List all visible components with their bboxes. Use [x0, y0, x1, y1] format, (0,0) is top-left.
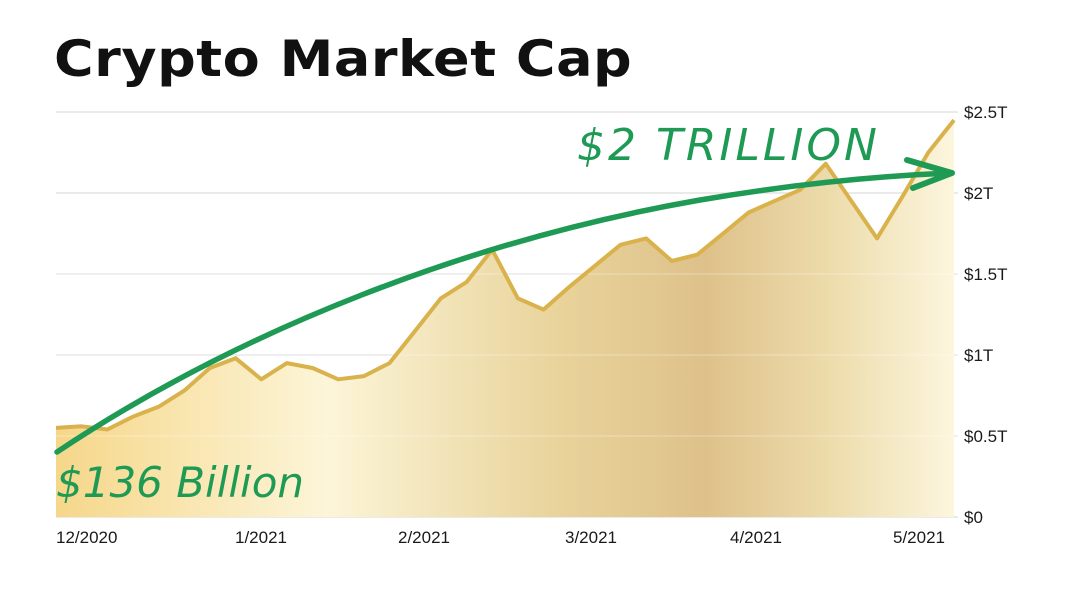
x-tick-label: 5/2021: [893, 528, 945, 547]
end-annotation: $2 TRILLION: [577, 120, 880, 171]
x-tick-label: 2/2021: [398, 528, 450, 547]
chart-title: Crypto Market Cap: [54, 30, 633, 88]
x-tick-label: 12/2020: [56, 528, 117, 547]
trend-arrow-icon: [54, 157, 955, 455]
x-tick-label: 1/2021: [235, 528, 287, 547]
start-annotation: $136 Billion: [56, 458, 304, 507]
y-tick-label: $0: [964, 508, 983, 527]
y-axis: $2.5T $2T $1.5T $1T $0.5T $0: [964, 103, 1007, 527]
y-tick-label: $1.5T: [964, 265, 1007, 284]
x-tick-label: 3/2021: [565, 528, 617, 547]
y-tick-label: $2.5T: [964, 103, 1007, 122]
y-tick-label: $2T: [964, 184, 993, 203]
x-tick-label: 4/2021: [730, 528, 782, 547]
y-tick-label: $1T: [964, 346, 993, 365]
y-tick-label: $0.5T: [964, 427, 1007, 446]
x-axis: 12/2020 1/2021 2/2021 3/2021 4/2021 5/20…: [56, 528, 945, 547]
